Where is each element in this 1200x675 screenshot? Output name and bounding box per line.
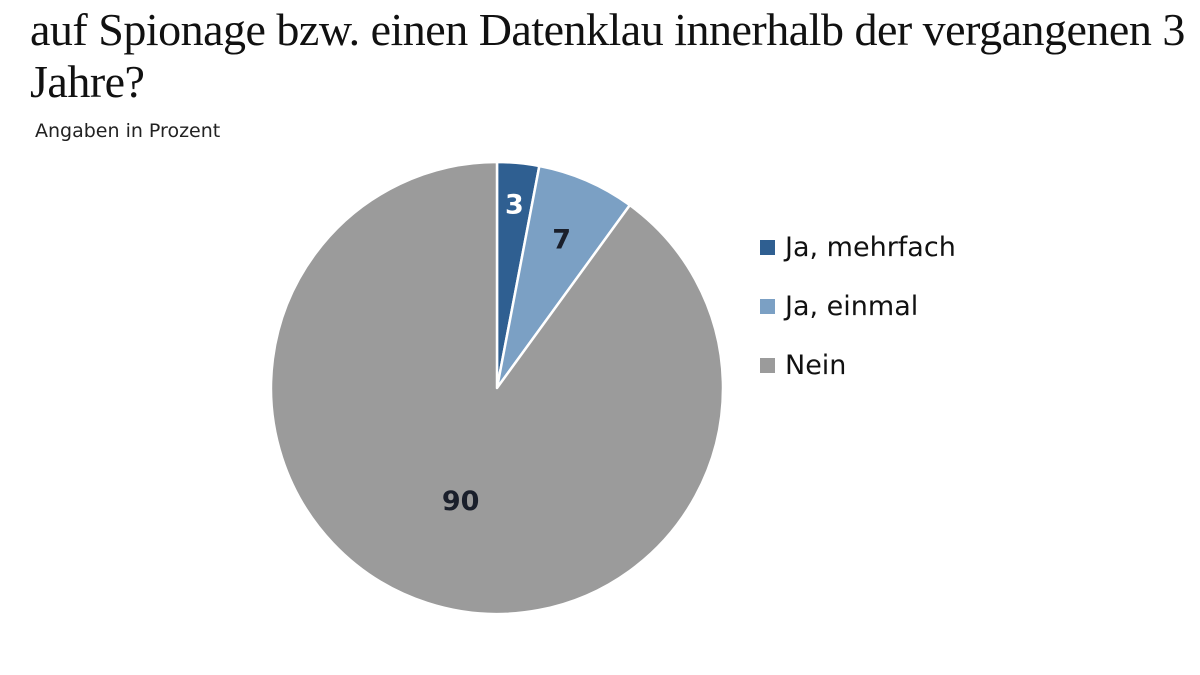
data-label: 7 — [552, 225, 571, 256]
data-label: 3 — [505, 190, 524, 221]
chart-subtitle: Angaben in Prozent — [35, 120, 221, 142]
legend-label: Ja, einmal — [785, 291, 919, 322]
data-label: 90 — [442, 486, 480, 517]
legend-swatch — [760, 240, 775, 255]
legend-label: Nein — [785, 350, 847, 381]
legend-label: Ja, mehrfach — [785, 232, 956, 263]
legend-swatch — [760, 358, 775, 373]
legend-item-ja-einmal: Ja, einmal — [760, 277, 956, 336]
legend-item-ja-mehrfach: Ja, mehrfach — [760, 218, 956, 277]
chart-title: auf Spionage bzw. einen Datenklau innerh… — [30, 4, 1185, 107]
legend: Ja, mehrfach Ja, einmal Nein — [760, 218, 956, 395]
legend-item-nein: Nein — [760, 336, 956, 395]
pie-slice-nein — [269, 160, 725, 616]
legend-swatch — [760, 299, 775, 314]
